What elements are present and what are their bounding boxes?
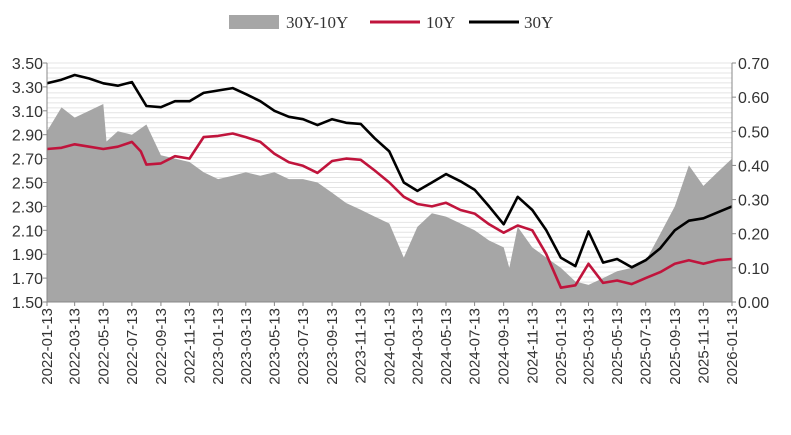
x-tick-label: 2022-05-13 (95, 308, 112, 385)
right-y-tick-label: 0.60 (738, 90, 769, 107)
right-y-tick-label: 0.10 (738, 261, 769, 278)
series-area-30y-10y (47, 104, 732, 302)
series-line-10y (46, 132, 733, 289)
x-tick-label: 2022-09-13 (153, 308, 170, 385)
left-y-tick-label: 1.90 (12, 247, 43, 264)
x-axis-ticks: 2022-01-13 2022-03-13 2022-05-13 2022-07-13… (39, 302, 741, 385)
x-tick-label: 2024-11-13 (524, 308, 541, 384)
left-y-tick-label: 3.30 (12, 80, 43, 97)
legend-swatch-30y-10y (229, 15, 279, 29)
left-y-tick-label: 3.50 (12, 56, 43, 73)
x-tick-label: 2025-07-13 (638, 308, 655, 385)
x-tick-label: 2024-05-13 (438, 308, 455, 385)
right-y-tick-label: 0.20 (738, 227, 769, 244)
x-tick-label: 2023-07-13 (295, 308, 312, 385)
left-y-tick-label: 1.70 (12, 271, 43, 288)
left-y-tick-label: 3.10 (12, 104, 43, 121)
x-tick-label: 2026-01-13 (724, 308, 741, 385)
x-tick-label: 2022-11-13 (182, 308, 199, 384)
legend-label-30y-10y: 30Y-10Y (286, 13, 348, 32)
x-tick-label: 2025-03-13 (581, 308, 598, 385)
left-y-tick-label: 2.70 (12, 152, 43, 169)
series-line-30y (46, 73, 733, 269)
x-tick-label: 2023-11-13 (353, 308, 370, 384)
x-tick-label: 2025-09-13 (667, 308, 684, 385)
x-tick-label: 2023-09-13 (324, 308, 341, 385)
x-tick-label: 2023-05-13 (266, 308, 283, 385)
spread-area-layer (47, 104, 732, 302)
left-y-tick-label: 2.10 (12, 223, 43, 240)
right-y-tick-label: 0.70 (738, 56, 769, 73)
left-y-tick-label: 2.90 (12, 128, 43, 145)
x-tick-label: 2025-01-13 (553, 308, 570, 385)
x-tick-label: 2025-11-13 (695, 308, 712, 384)
left-y-tick-label: 1.50 (12, 295, 43, 312)
legend: 30Y-10Y 10Y 30Y (229, 13, 553, 32)
right-y-tick-label: 0.40 (738, 158, 769, 175)
left-y-tick-label: 2.30 (12, 199, 43, 216)
x-tick-label: 2023-01-13 (210, 308, 227, 385)
right-y-tick-label: 0.00 (738, 295, 769, 312)
x-tick-label: 2022-01-13 (39, 308, 56, 385)
left-y-axis-ticks: 3.50 3.30 3.10 2.90 2.70 2.50 2.30 2.10 1.90 1.70… (12, 56, 47, 312)
right-y-tick-label: 0.50 (738, 124, 769, 141)
x-tick-label: 2025-05-13 (609, 308, 626, 385)
x-tick-label: 2024-09-13 (496, 308, 513, 385)
right-y-tick-label: 0.30 (738, 193, 769, 210)
left-y-tick-label: 2.50 (12, 176, 43, 193)
x-tick-label: 2022-03-13 (67, 308, 84, 385)
x-tick-label: 2024-07-13 (467, 308, 484, 385)
legend-label-30y: 30Y (524, 13, 553, 32)
x-tick-label: 2022-07-13 (124, 308, 141, 385)
yield-lines-layer (46, 73, 733, 289)
x-tick-label: 2023-03-13 (238, 308, 255, 385)
x-tick-label: 2024-03-13 (409, 308, 426, 385)
right-y-axis-ticks: 0.70 0.60 0.50 0.40 0.30 0.20 0.10 0.00 (732, 56, 769, 312)
legend-label-10y: 10Y (426, 13, 455, 32)
x-tick-label: 2024-01-13 (381, 308, 398, 385)
